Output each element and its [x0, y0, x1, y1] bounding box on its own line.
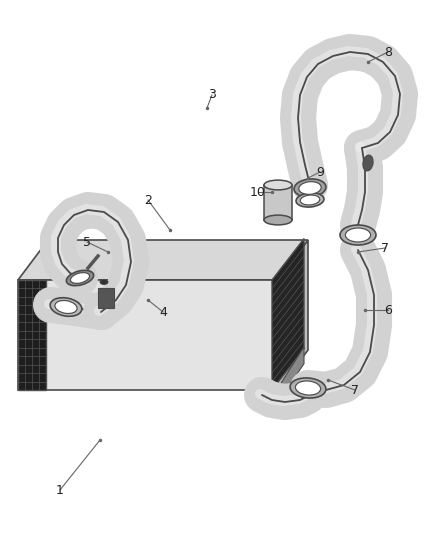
Polygon shape — [278, 240, 308, 390]
Text: 5: 5 — [83, 236, 91, 248]
Ellipse shape — [296, 381, 321, 395]
Polygon shape — [18, 280, 278, 390]
Text: 1: 1 — [56, 483, 64, 497]
Text: 4: 4 — [159, 305, 167, 319]
Ellipse shape — [66, 270, 94, 286]
Ellipse shape — [264, 180, 292, 190]
Polygon shape — [278, 346, 304, 402]
Polygon shape — [98, 288, 114, 308]
Ellipse shape — [290, 378, 326, 398]
Ellipse shape — [50, 298, 82, 316]
Ellipse shape — [300, 195, 320, 205]
Ellipse shape — [71, 273, 89, 284]
Ellipse shape — [55, 301, 77, 313]
Text: 7: 7 — [351, 384, 359, 397]
Polygon shape — [18, 240, 308, 280]
Text: 7: 7 — [381, 241, 389, 254]
Polygon shape — [272, 239, 304, 390]
Text: 10: 10 — [250, 185, 266, 198]
Ellipse shape — [296, 193, 324, 207]
Text: 2: 2 — [144, 193, 152, 206]
Text: 8: 8 — [384, 45, 392, 59]
Polygon shape — [18, 280, 46, 390]
FancyBboxPatch shape — [264, 185, 292, 220]
Ellipse shape — [294, 179, 326, 197]
Ellipse shape — [264, 215, 292, 225]
Text: 3: 3 — [208, 88, 216, 101]
Text: 9: 9 — [316, 166, 324, 179]
Ellipse shape — [363, 155, 373, 171]
Ellipse shape — [346, 228, 371, 242]
Ellipse shape — [340, 225, 376, 245]
Text: 6: 6 — [384, 303, 392, 317]
Ellipse shape — [100, 279, 108, 285]
Ellipse shape — [299, 182, 321, 195]
